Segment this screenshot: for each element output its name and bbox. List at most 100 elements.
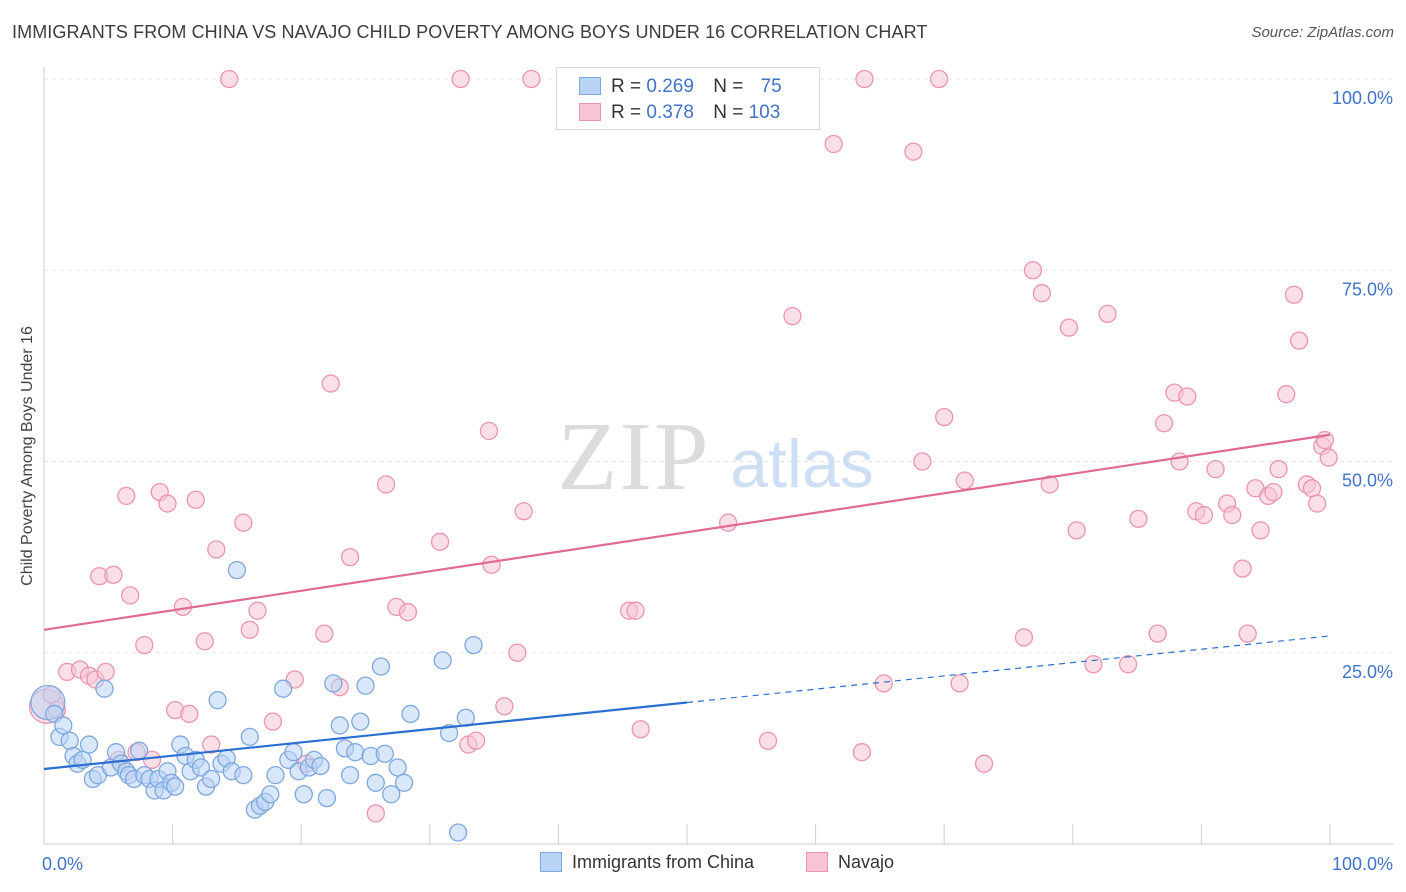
point-navajo — [1098, 304, 1117, 324]
point-navajo — [248, 601, 267, 620]
point-china — [240, 727, 259, 747]
point-navajo — [1023, 261, 1043, 280]
point-navajo — [855, 69, 874, 89]
y-axis-label: Child Poverty Among Boys Under 16 — [19, 326, 36, 586]
point-china — [448, 823, 468, 842]
point-navajo — [1194, 505, 1214, 525]
point-navajo — [240, 620, 259, 639]
point-navajo — [1084, 655, 1103, 674]
legend-n-value-navajo: 103 — [748, 102, 781, 123]
point-china — [294, 785, 313, 804]
point-china — [366, 773, 385, 792]
point-navajo — [121, 586, 140, 605]
point-china — [401, 704, 420, 724]
watermark-zip: ZIP — [558, 403, 711, 511]
point-navajo — [398, 603, 418, 622]
legend-r-label: R = — [611, 102, 642, 123]
point-navajo — [315, 624, 334, 643]
point-navajo — [180, 704, 199, 724]
point-navajo — [1129, 509, 1148, 529]
point-navajo — [220, 69, 239, 89]
point-navajo — [158, 494, 177, 513]
legend-item-navajo[interactable]: Navajo — [806, 852, 894, 873]
point-china — [227, 560, 247, 580]
point-navajo — [514, 502, 533, 521]
point-navajo — [104, 565, 123, 584]
point-navajo — [955, 471, 974, 490]
legend-n-label: N = — [713, 102, 744, 123]
point-china — [371, 657, 391, 676]
legend-n-value-china: 75 — [760, 76, 782, 97]
point-navajo — [1251, 521, 1270, 540]
point-navajo — [1059, 318, 1079, 337]
point-china — [208, 691, 227, 710]
point-navajo — [1277, 385, 1296, 404]
point-navajo — [1302, 479, 1322, 498]
legend-r-value-china: 0.269 — [646, 76, 694, 97]
point-navajo — [340, 547, 360, 567]
point-china — [54, 716, 73, 735]
point-navajo — [321, 374, 340, 393]
point-china — [340, 766, 360, 785]
point-navajo — [117, 486, 136, 506]
legend-row-china: R = 0.269 N = 75 — [579, 76, 782, 100]
point-navajo — [1238, 624, 1257, 643]
point-navajo — [852, 743, 872, 762]
point-china — [464, 635, 483, 655]
point-china — [330, 716, 349, 735]
point-navajo — [1264, 482, 1283, 502]
point-navajo — [479, 421, 499, 441]
point-navajo — [913, 452, 932, 471]
point-navajo — [1284, 285, 1304, 304]
point-navajo — [376, 475, 396, 494]
chart-title: IMMIGRANTS FROM CHINA VS NAVAJO CHILD PO… — [12, 22, 928, 42]
legend-label-china: Immigrants from China — [572, 852, 755, 872]
point-china — [274, 679, 293, 698]
point-china — [346, 743, 365, 762]
point-navajo — [1233, 559, 1252, 578]
point-navajo — [950, 674, 969, 693]
point-navajo — [1315, 430, 1335, 450]
point-navajo — [1289, 331, 1309, 350]
y-tick-label: 50.0% — [1342, 471, 1393, 491]
point-china — [284, 743, 303, 762]
watermark-atlas: atlas — [730, 426, 874, 502]
point-navajo — [935, 407, 954, 427]
trend-line-china-extension — [686, 635, 1331, 704]
legend-swatch-china — [540, 852, 562, 872]
point-navajo — [631, 720, 650, 739]
point-navajo — [1269, 459, 1288, 479]
point-china — [95, 679, 114, 698]
point-navajo — [451, 69, 470, 89]
source-label: Source: ZipAtlas.com — [1251, 24, 1394, 41]
point-navajo — [904, 142, 923, 161]
point-china — [261, 785, 280, 804]
point-navajo — [974, 754, 994, 773]
point-china — [130, 741, 149, 760]
point-navajo — [202, 735, 221, 754]
point-navajo — [929, 69, 949, 89]
point-navajo — [366, 804, 385, 823]
x-tick-label: 0.0% — [42, 854, 83, 874]
point-china — [266, 766, 285, 785]
point-navajo — [195, 632, 214, 651]
point-navajo — [1178, 387, 1197, 406]
point-china — [439, 723, 459, 743]
point-navajo — [1206, 459, 1225, 479]
tick-labels: 25.0% 50.0% 75.0% 100.0% 0.0% 100.0% — [42, 88, 1393, 874]
legend-item-china[interactable]: Immigrants from China — [540, 852, 754, 873]
point-china — [60, 731, 79, 750]
stats-legend: R = 0.269 N = 75 R = 0.378 N = 103 — [556, 67, 820, 130]
point-navajo — [234, 513, 253, 532]
point-navajo — [874, 674, 893, 693]
point-navajo — [626, 601, 645, 620]
watermark: ZIP atlas — [558, 403, 874, 511]
trend-lines — [43, 433, 1331, 771]
point-china — [324, 674, 343, 693]
point-navajo — [482, 555, 501, 574]
point-navajo — [824, 134, 843, 154]
point-china — [394, 773, 414, 792]
gridlines — [44, 78, 1394, 654]
point-navajo — [430, 532, 450, 551]
